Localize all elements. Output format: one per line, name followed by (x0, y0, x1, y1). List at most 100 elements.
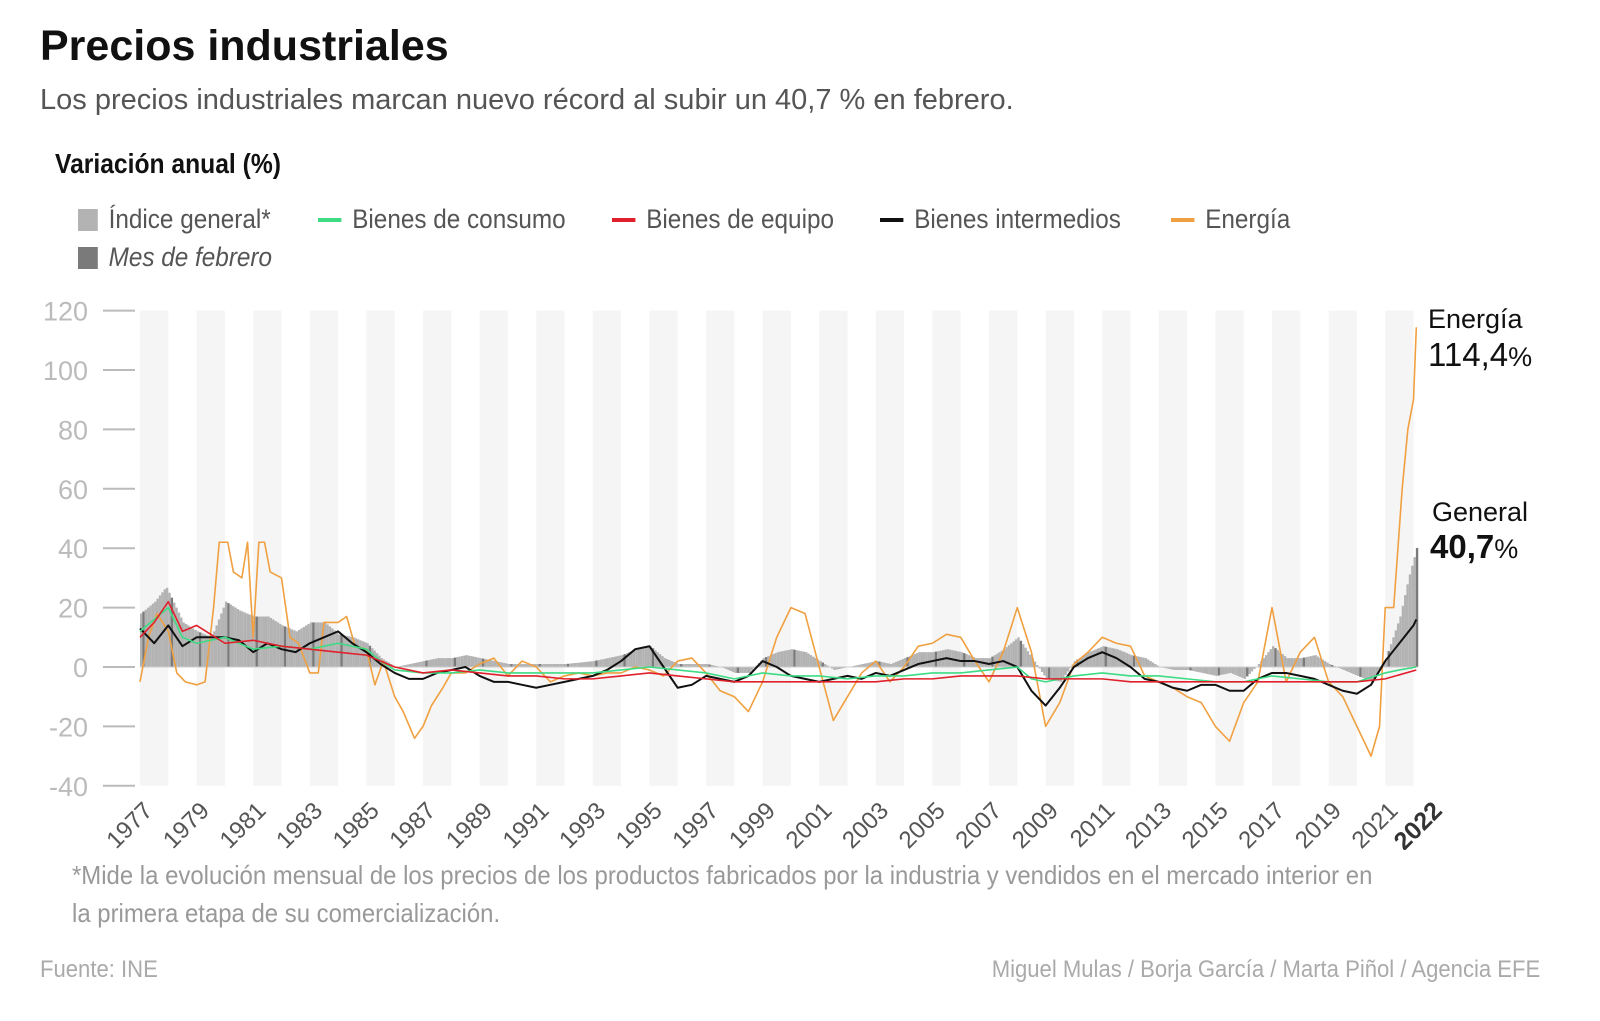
bar-general (729, 667, 732, 671)
bar-february (1415, 547, 1419, 667)
bar-general (1014, 639, 1018, 667)
bar-general (163, 589, 166, 667)
bar-general (1295, 658, 1298, 667)
line-equipo (139, 600, 1417, 683)
bar-general (1017, 637, 1020, 667)
bar-general (1328, 664, 1331, 667)
y-tick-label: 0 (73, 653, 88, 683)
bar-general (463, 655, 466, 667)
bar-general (1118, 650, 1122, 667)
bar-general (1272, 646, 1275, 667)
x-tick-label: 1983 (271, 797, 328, 850)
bar-general (599, 659, 603, 667)
bar-general (1371, 667, 1374, 682)
bar-general (1345, 667, 1348, 671)
bar-general (930, 652, 933, 667)
bar-general (573, 663, 577, 667)
bar-general (823, 664, 827, 667)
bar-general (689, 664, 692, 667)
chart-title: Precios industriales (40, 22, 449, 70)
x-tick-label-2022: 2022 (1389, 796, 1448, 850)
bar-general (156, 598, 159, 667)
bar-february (566, 663, 570, 667)
x-tick-label: 2013 (1120, 797, 1177, 850)
year-band (196, 310, 225, 786)
bar-general (1356, 667, 1360, 676)
bar-general (696, 664, 699, 667)
legend-item-february: Mes de febrero (78, 242, 272, 273)
bar-general (783, 650, 787, 667)
bar-general (1262, 658, 1265, 667)
bar-general (470, 656, 473, 667)
bar-general (314, 622, 317, 667)
bar-general (1385, 658, 1388, 667)
chart-subtitle: Los precios industriales marcan nuevo ré… (40, 84, 1014, 116)
bar-general (1154, 664, 1157, 667)
bar-general (1029, 654, 1032, 667)
bar-february (1104, 646, 1107, 667)
legend-label: Mes de febrero (108, 242, 273, 272)
bar-general (779, 651, 782, 667)
bar-general (706, 664, 709, 667)
bar-general (703, 664, 707, 667)
bar-general (1194, 667, 1197, 672)
bar-general (524, 664, 527, 667)
bar-general (316, 622, 320, 667)
bar-general (614, 656, 617, 667)
bar-general (1182, 667, 1185, 670)
legend-label: Bienes de equipo (646, 204, 835, 234)
year-band (1215, 310, 1244, 786)
bar-general (710, 665, 714, 667)
bar-general (1210, 667, 1214, 675)
bar-general (1220, 667, 1223, 675)
bar-general (635, 649, 638, 667)
bar-general (925, 652, 928, 667)
bar-general (352, 637, 355, 667)
bar-general (807, 653, 810, 667)
bar-february (680, 664, 683, 667)
bar-general (918, 652, 921, 667)
bar-general (557, 664, 560, 667)
bar-general (1175, 667, 1178, 670)
bar-general (1406, 584, 1409, 667)
bar-general (432, 659, 435, 667)
bar-general (430, 659, 433, 667)
bar-general (637, 648, 641, 667)
bar-general (1184, 667, 1188, 670)
bar-general (727, 667, 730, 670)
legend-label: Bienes intermedios (914, 204, 1121, 234)
bar-general (583, 662, 586, 667)
bar-february (736, 667, 740, 673)
bar-general (1342, 667, 1346, 670)
bar-general (149, 605, 152, 667)
bar-general (713, 665, 716, 667)
bar-general (616, 656, 619, 667)
bar-general (1026, 651, 1030, 667)
bar-general (1213, 667, 1216, 676)
bar-general (571, 663, 574, 667)
bar-general (217, 619, 221, 667)
bar-general (748, 667, 751, 673)
bar-february (1047, 667, 1051, 680)
x-tick-label: 1989 (441, 797, 498, 850)
bar-general (628, 652, 631, 667)
bar-general (196, 631, 199, 667)
bar-general (788, 649, 791, 667)
bar-general (684, 664, 688, 667)
bar-general (474, 657, 478, 667)
bar-general (1090, 651, 1093, 667)
bar-general (552, 664, 556, 667)
bar-general (604, 658, 607, 667)
bar-general (206, 635, 209, 667)
bar-general (644, 647, 648, 667)
bar-general (989, 658, 992, 667)
bar-general (349, 636, 353, 667)
bar-general (536, 664, 539, 667)
bar-general (1378, 667, 1381, 670)
bar-general (677, 664, 681, 667)
bar-general (1264, 655, 1268, 667)
bar-general (293, 630, 296, 667)
bar-general (321, 622, 324, 667)
bar-general (522, 664, 525, 667)
bar-general (590, 661, 593, 667)
